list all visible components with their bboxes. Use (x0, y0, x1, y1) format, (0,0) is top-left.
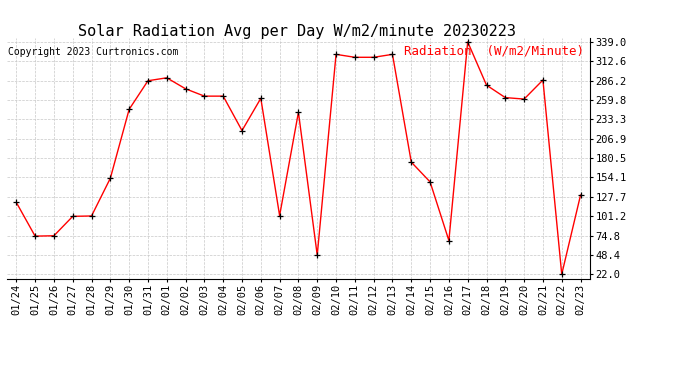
Text: Radiation  (W/m2/Minute): Radiation (W/m2/Minute) (404, 45, 584, 58)
Text: Solar Radiation Avg per Day W/m2/minute 20230223: Solar Radiation Avg per Day W/m2/minute … (78, 24, 515, 39)
Text: Copyright 2023 Curtronics.com: Copyright 2023 Curtronics.com (8, 47, 179, 57)
